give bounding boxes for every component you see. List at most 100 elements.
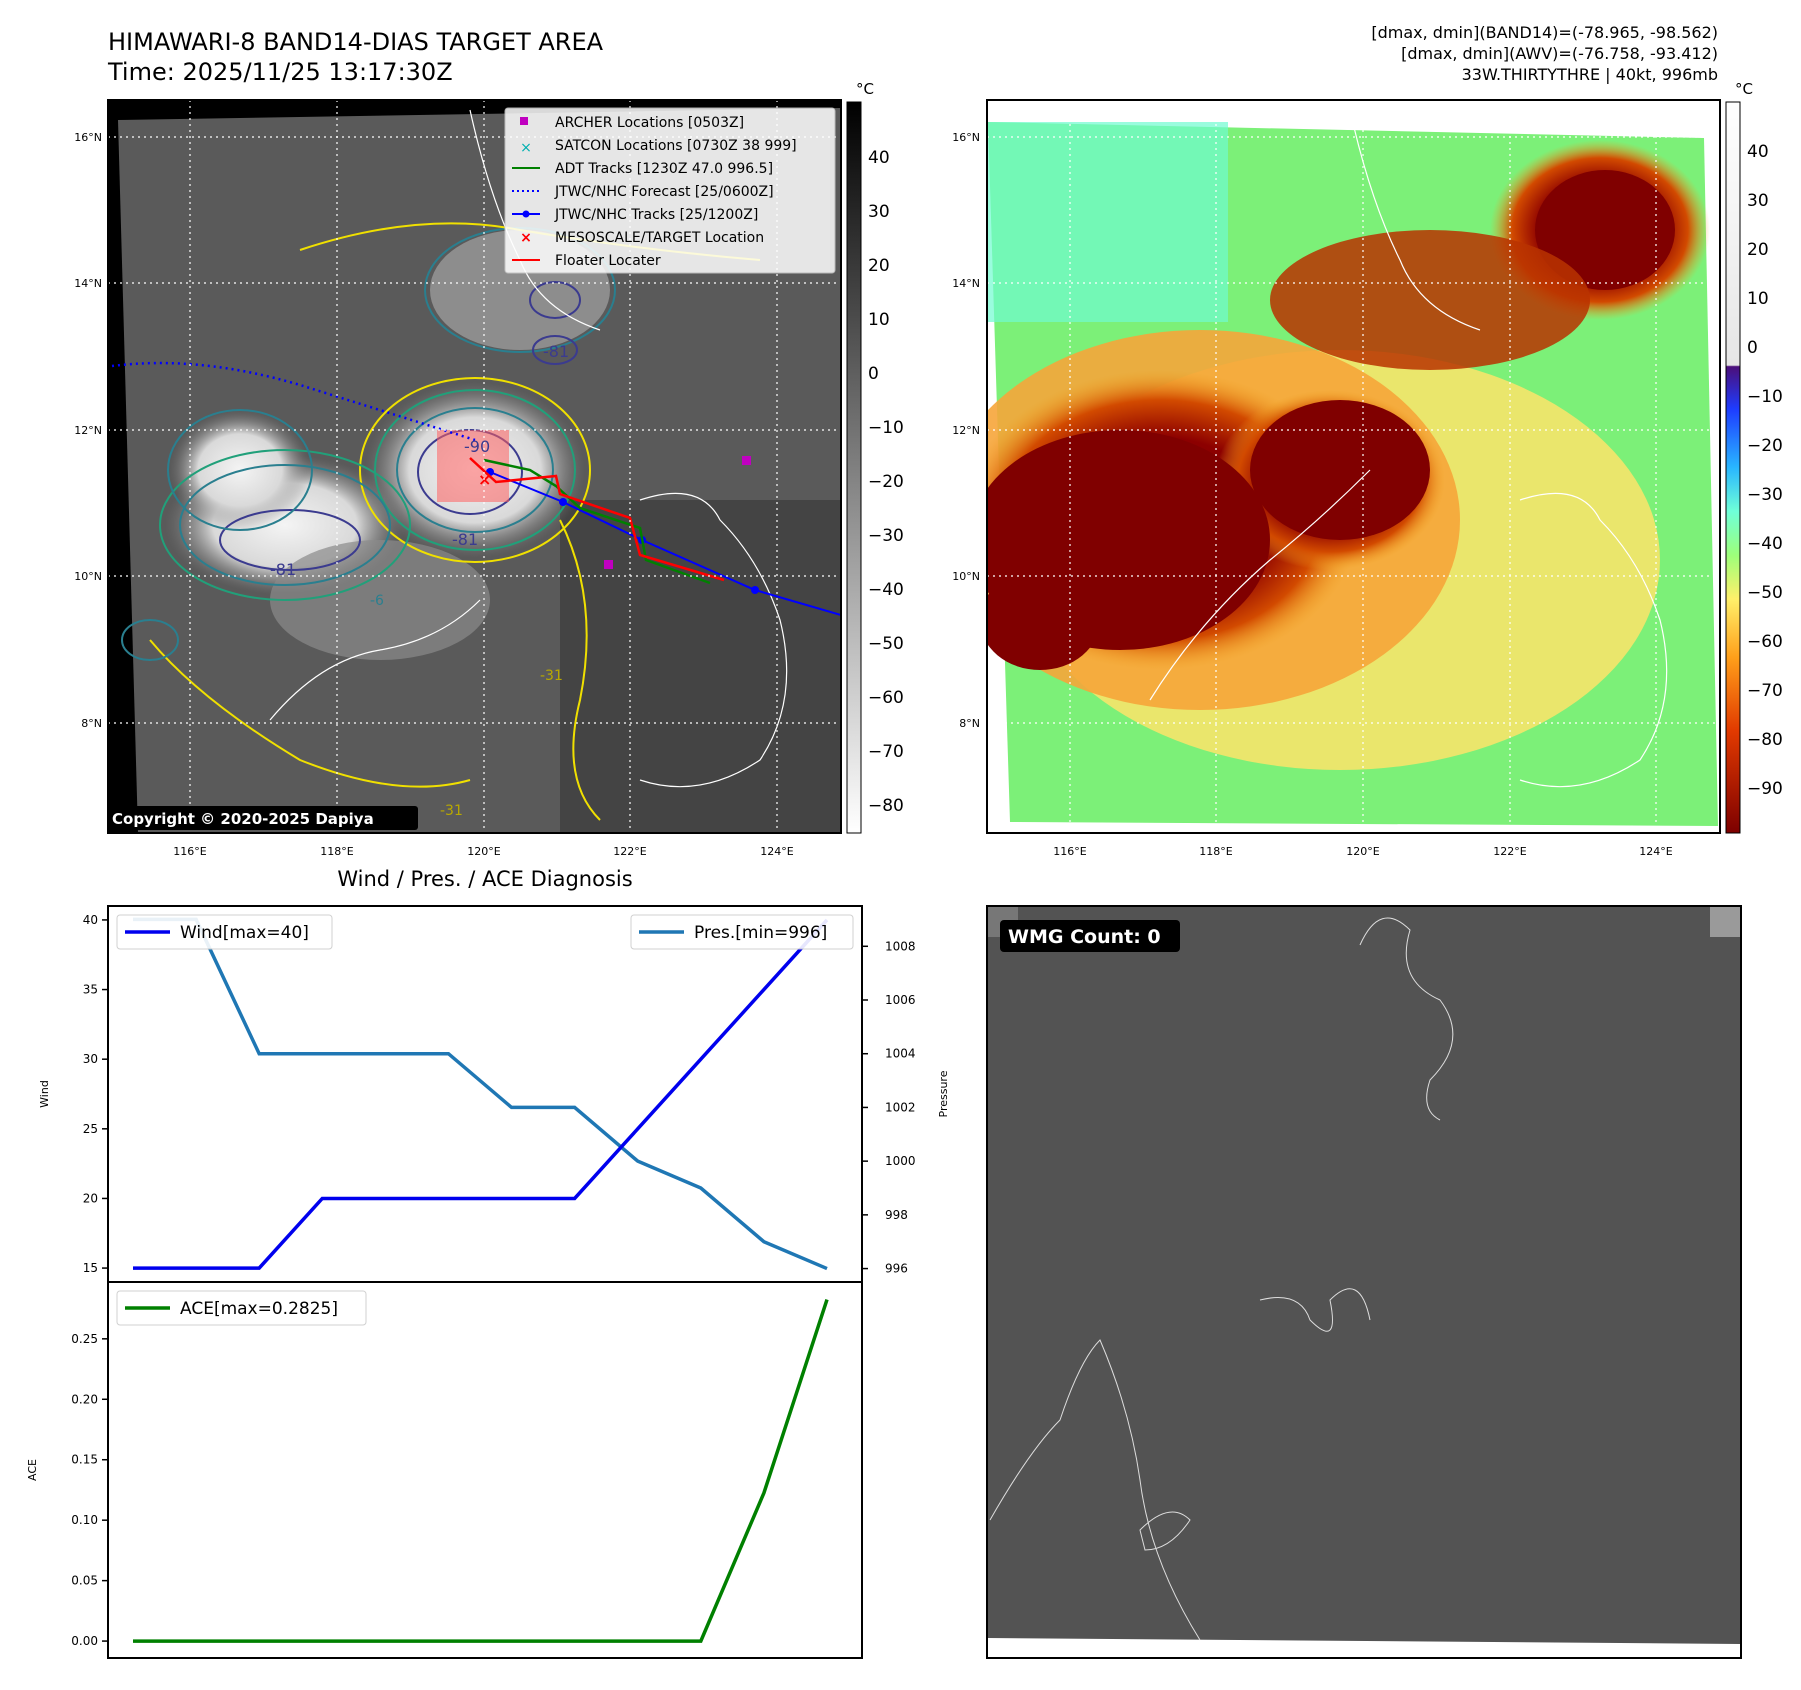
- legend-label: JTWC/NHC Forecast [25/0600Z]: [554, 184, 774, 200]
- colorbar-tick: −30: [868, 526, 904, 546]
- wind-pressure-chart: 15 20 25 30 35 40 996 998 1000 1002 1004 1006 1008 W…: [38, 905, 950, 1283]
- ace-ytick-label: 0.25: [71, 1332, 98, 1346]
- pressure-axis-label: Pressure: [937, 1070, 950, 1117]
- time-label: Time: 2025/11/25 13:17:30Z: [107, 58, 453, 86]
- colorbar-tick: 10: [868, 310, 890, 330]
- colorbar-tick: −80: [868, 796, 904, 816]
- colorbar-tick: 20: [1747, 240, 1769, 260]
- colorbar-tick: 30: [1747, 191, 1769, 211]
- lon-tick: 124°E: [1639, 845, 1672, 858]
- legend-label: JTWC/NHC Tracks [25/1200Z]: [554, 207, 758, 223]
- lat-tick: 16°N: [952, 131, 980, 144]
- colorbar-tick: 30: [868, 202, 890, 222]
- colorbar-tick: −40: [1747, 534, 1783, 554]
- wind-ytick-label: 35: [83, 983, 98, 997]
- colorbar-tick: −30: [1747, 485, 1783, 505]
- contour-label: -31: [540, 668, 563, 684]
- contour-label: -31: [440, 803, 463, 819]
- diagnosis-title: Wind / Pres. / ACE Diagnosis: [337, 867, 632, 891]
- colorbar-tick: 0: [868, 364, 879, 384]
- colorbar-tick: −60: [1747, 632, 1783, 652]
- archer-location: [742, 456, 751, 465]
- pressure-ytick-label: 1002: [885, 1100, 916, 1114]
- wind-ytick-label: 25: [83, 1122, 98, 1136]
- legend-target-marker: ×: [520, 230, 532, 246]
- colorbar-left: °C 40 30 20 10 0 −10 −20 −30 −40 −50 −60…: [846, 80, 904, 834]
- copyright-text: Copyright © 2020-2025 Dapiya: [112, 810, 374, 828]
- colorbar-tick: −80: [1747, 730, 1783, 750]
- wmg-panel: WMG Count: 0: [986, 905, 1742, 1659]
- lat-tick: 8°N: [959, 717, 980, 730]
- colorbar-tick: −50: [868, 634, 904, 654]
- target-area-box: [437, 430, 509, 502]
- wind-series-line: [133, 918, 829, 1270]
- wind-ytick-label: 40: [83, 913, 98, 927]
- info-storm: 33W.THIRTYTHRE | 40kt, 996mb: [1462, 65, 1718, 84]
- pressure-ytick-label: 996: [885, 1262, 908, 1276]
- ace-ytick-label: 0.10: [71, 1513, 98, 1527]
- colorbar-unit: °C: [1735, 80, 1753, 98]
- colorbar-tick: −70: [868, 742, 904, 762]
- lon-tick: 120°E: [1346, 845, 1379, 858]
- color-enhanced-map-panel: [986, 99, 1721, 834]
- lon-tick: 116°E: [1053, 845, 1086, 858]
- legend-label: Floater Locater: [555, 253, 661, 269]
- pressure-ytick-label: 1006: [885, 993, 916, 1007]
- lon-tick: 118°E: [320, 845, 353, 858]
- lat-tick: 12°N: [74, 424, 102, 437]
- lon-tick: 116°E: [173, 845, 206, 858]
- lon-tick: 124°E: [760, 845, 793, 858]
- wind-ytick-label: 30: [83, 1052, 98, 1066]
- colorbar-tick: −10: [1747, 387, 1783, 407]
- pressure-ytick-label: 1008: [885, 939, 916, 953]
- contour-label: -81: [543, 342, 569, 361]
- lat-tick: 8°N: [81, 717, 102, 730]
- colorbar-tick: −10: [868, 418, 904, 438]
- colorbar-tick: −90: [1747, 779, 1783, 799]
- lat-tick: 12°N: [952, 424, 980, 437]
- ace-series-line: [133, 1298, 829, 1643]
- ace-ytick-label: 0.00: [71, 1634, 98, 1648]
- target-marker: ×: [478, 470, 491, 489]
- pressure-series-line: [133, 917, 828, 1271]
- wind-legend-label: Wind[max=40]: [180, 923, 309, 943]
- ace-legend-label: ACE[max=0.2825]: [180, 1299, 338, 1319]
- pressure-legend-label: Pres.[min=996]: [694, 923, 827, 943]
- colorbar-tick: −20: [868, 472, 904, 492]
- contour-label: -81: [452, 530, 478, 549]
- legend-label: ADT Tracks [1230Z 47.0 996.5]: [555, 161, 773, 177]
- lon-tick: 122°E: [1493, 845, 1526, 858]
- colorbar-tick: 0: [1747, 338, 1758, 358]
- contour-label: -90: [464, 437, 490, 456]
- colorbar-tick: −20: [1747, 436, 1783, 456]
- lon-tick: 122°E: [613, 845, 646, 858]
- wind-ytick-label: 20: [83, 1191, 98, 1205]
- lat-tick: 14°N: [74, 277, 102, 290]
- wmg-count-badge: [1000, 920, 1180, 952]
- colorbar-tick: 10: [1747, 289, 1769, 309]
- ace-ytick-label: 0.20: [71, 1392, 98, 1406]
- colorbar-tick: −70: [1747, 681, 1783, 701]
- main-title: HIMAWARI-8 BAND14-DIAS TARGET AREA: [108, 28, 604, 56]
- lat-tick: 10°N: [952, 570, 980, 583]
- legend-satcon-marker: ×: [520, 140, 532, 156]
- lat-tick: 10°N: [74, 570, 102, 583]
- lat-tick: 16°N: [74, 131, 102, 144]
- wind-axis-label: Wind: [38, 1080, 51, 1108]
- contour-label: -81: [270, 560, 296, 579]
- colorbar-right: °C 40 30 20 10 0 −10 −20 −30 −40 −50 −60…: [1725, 80, 1783, 834]
- ace-ytick-label: 0.05: [71, 1574, 98, 1588]
- legend-label: SATCON Locations [0730Z 38 999]: [555, 138, 797, 154]
- info-awv: [dmax, dmin](AWV)=(-76.758, -93.412): [1401, 44, 1718, 63]
- lat-tick: 14°N: [952, 277, 980, 290]
- colorbar-tick: −40: [868, 580, 904, 600]
- adt-track-line: [483, 458, 711, 585]
- archer-location: [604, 560, 613, 569]
- ace-chart: 0.00 0.05 0.10 0.15 0.20 0.25 ACE ACE[max=0.2…: [26, 1281, 863, 1659]
- colorbar-tick: 40: [1747, 142, 1769, 162]
- pressure-ytick-label: 1000: [885, 1154, 916, 1168]
- colorbar-unit: °C: [856, 80, 874, 98]
- colorbar-tick: 20: [868, 256, 890, 276]
- colorbar-tick: −60: [868, 688, 904, 708]
